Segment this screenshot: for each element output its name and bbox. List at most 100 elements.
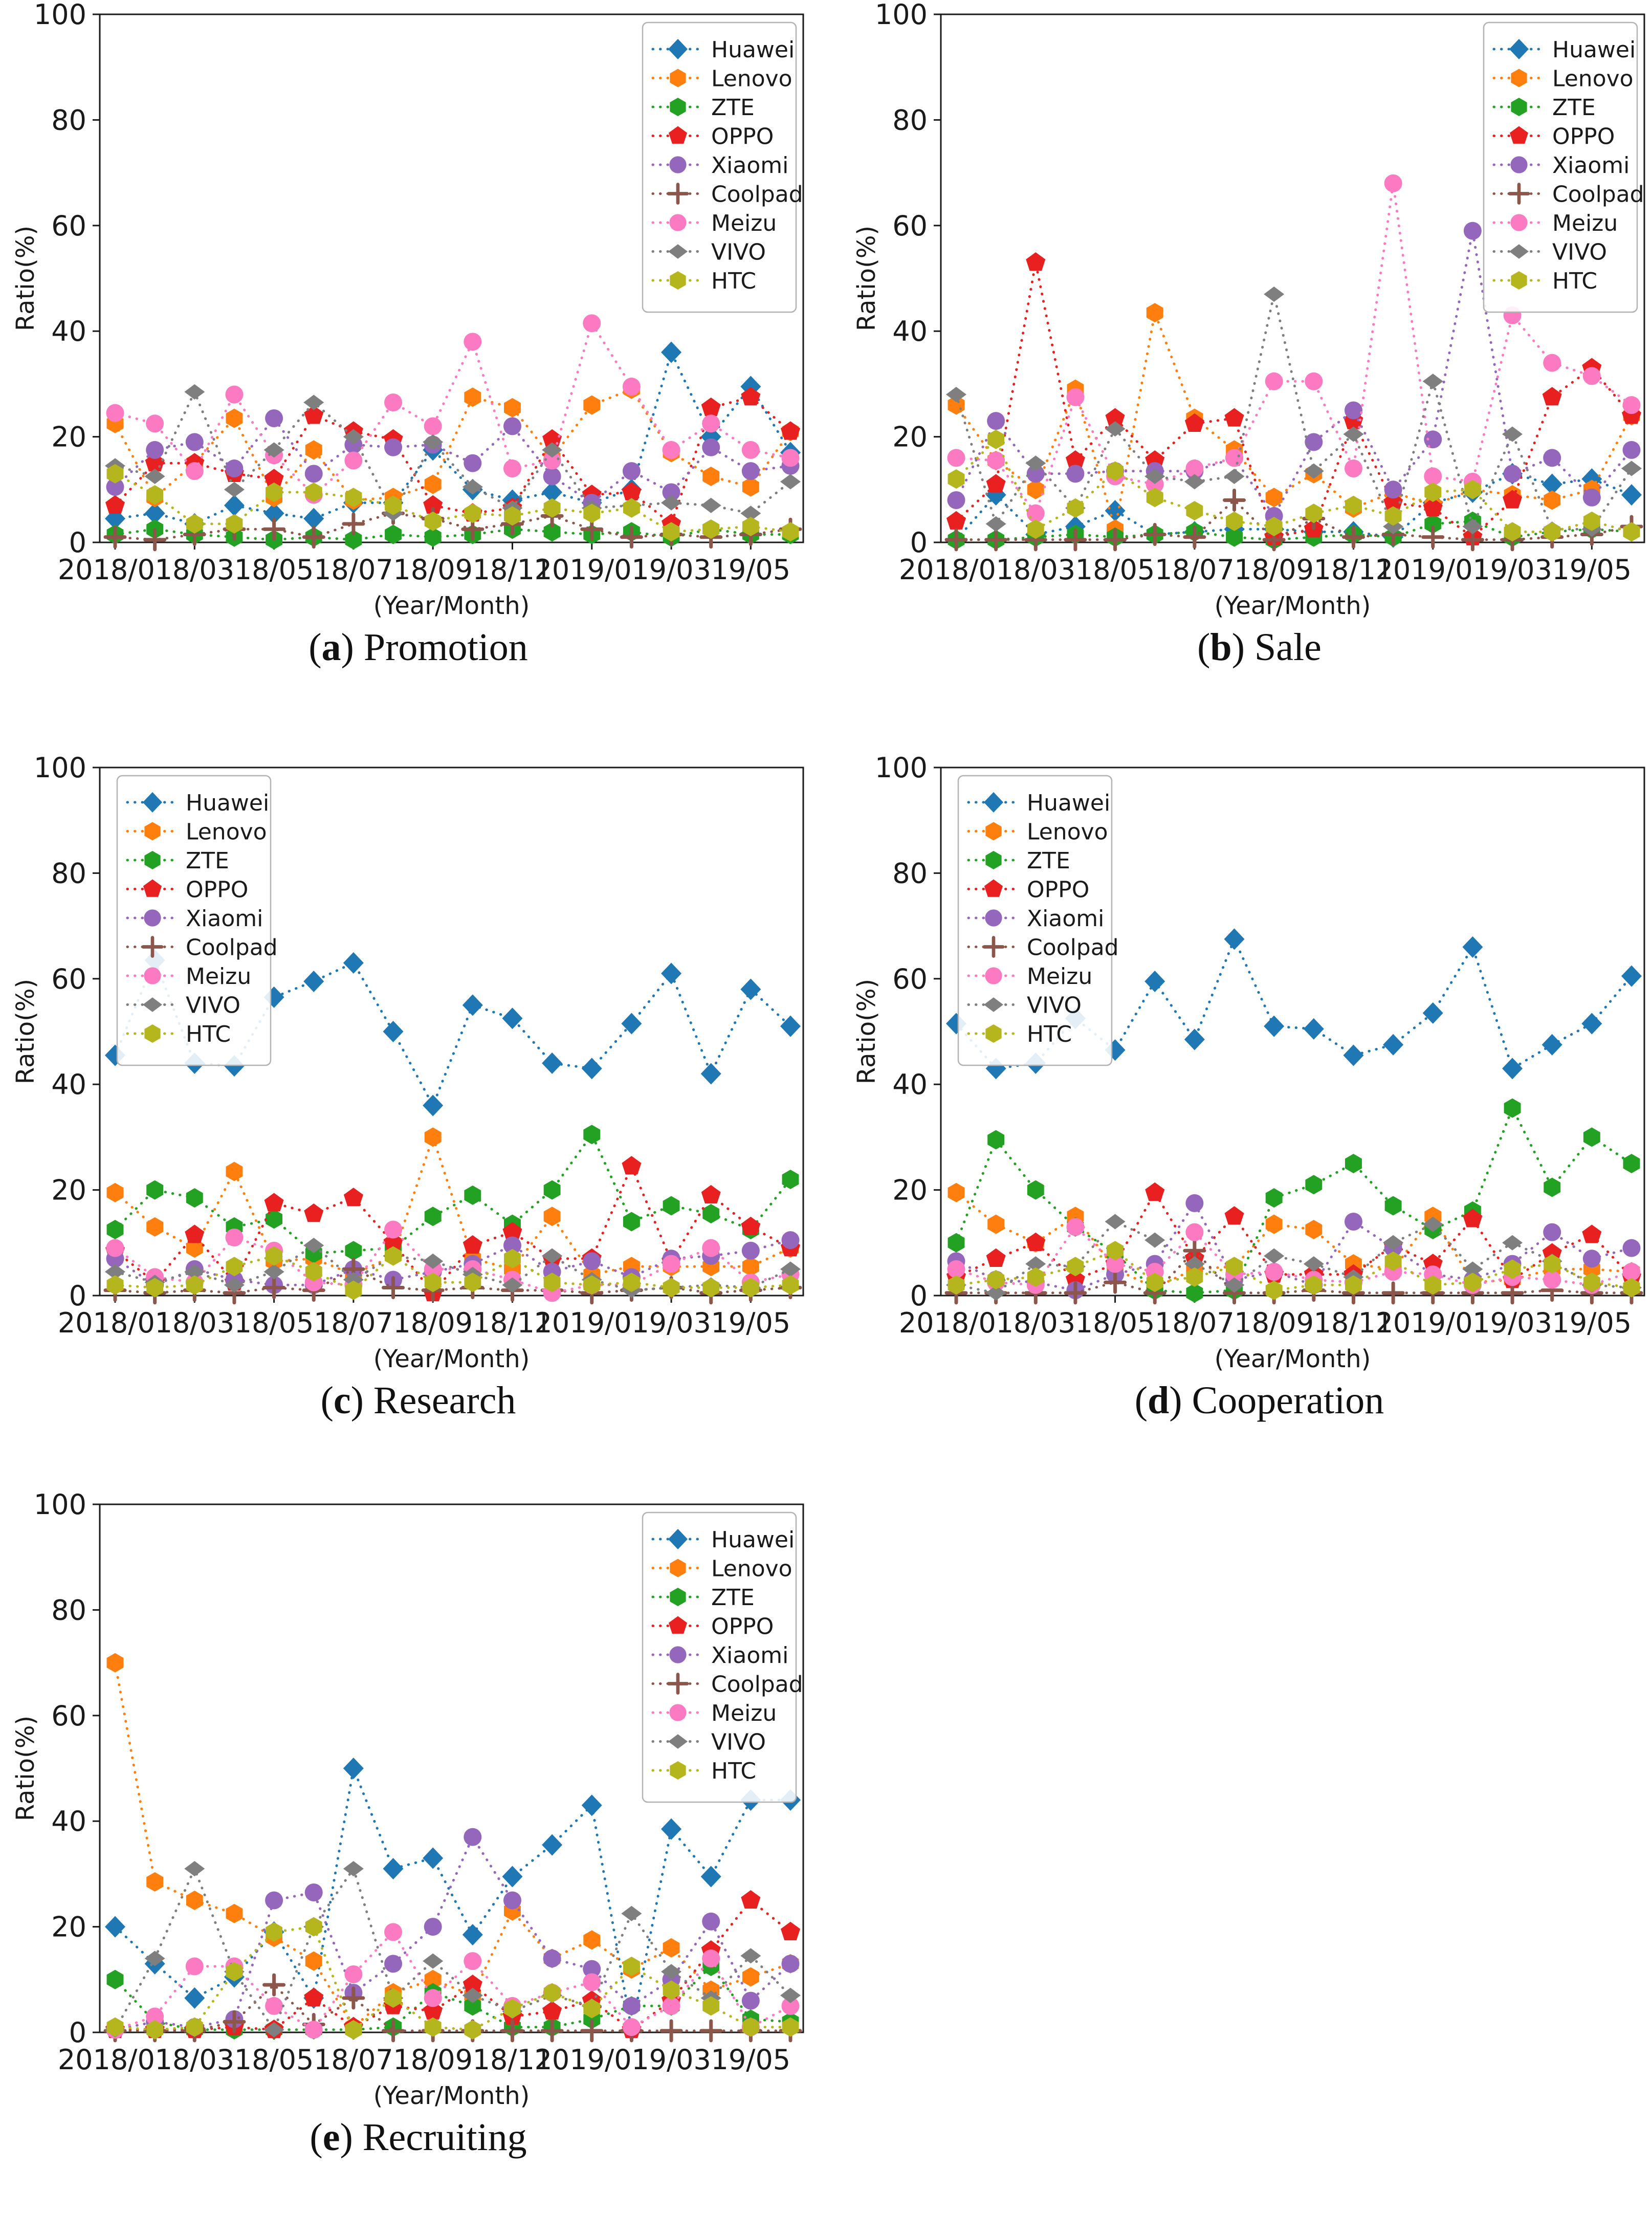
series-htc bbox=[106, 464, 799, 542]
y-tick-label: 80 bbox=[892, 857, 928, 889]
series-htc bbox=[948, 1241, 1640, 1300]
y-axis-label: Ratio(%) bbox=[852, 979, 881, 1084]
figure-page: { "page": { "background": "#ffffff", "fi… bbox=[5, 0, 1645, 2159]
x-axis-label: (Year/Month) bbox=[373, 591, 530, 619]
coolpad-marker-icon bbox=[982, 936, 1005, 958]
legend-label: Xiaomi bbox=[186, 906, 263, 932]
legend-item-zte: ZTE bbox=[967, 848, 1070, 874]
huawei-marker-icon bbox=[668, 39, 688, 59]
x-tick-label: 2019/01 bbox=[535, 554, 649, 586]
x-tick-label: 18/09 bbox=[393, 554, 473, 586]
legend-label: OPPO bbox=[711, 124, 774, 150]
x-axis-label: (Year/Month) bbox=[373, 1345, 530, 1372]
legend-label: HTC bbox=[1027, 1021, 1072, 1047]
y-tick-label: 20 bbox=[892, 1174, 928, 1207]
lenovo-marker-icon bbox=[670, 1559, 686, 1577]
x-tick-label: 18/11 bbox=[1314, 554, 1394, 586]
x-tick-label: 18/03 bbox=[155, 1307, 234, 1339]
series-xiaomi bbox=[106, 1231, 800, 1294]
x-tick-label: 2018/01 bbox=[58, 2044, 172, 2076]
legend-item-lenovo: Lenovo bbox=[126, 819, 267, 845]
x-tick-label: 18/05 bbox=[234, 2044, 314, 2076]
coolpad-marker-icon bbox=[1508, 183, 1530, 205]
meizu-marker-icon bbox=[1510, 214, 1528, 231]
legend-item-meizu: Meizu bbox=[651, 1700, 777, 1726]
chart-c-plot: 0 20 40 60 80 100 2018/01 18/03 18/05 18/07 18/09 1… bbox=[5, 752, 831, 1373]
y-tick-label: 60 bbox=[892, 963, 928, 995]
y-axis-label: Ratio(%) bbox=[852, 226, 881, 331]
series-oppo bbox=[105, 1890, 801, 2039]
legend-label: Huawei bbox=[1027, 790, 1110, 816]
legend-item-meizu: Meizu bbox=[967, 963, 1092, 990]
caption-e-letter: e bbox=[322, 2116, 340, 2159]
series-xiaomi bbox=[947, 1194, 1641, 1300]
series-vivo bbox=[946, 286, 1642, 537]
legend-label: VIVO bbox=[1027, 993, 1082, 1019]
legend-label: Meizu bbox=[711, 210, 777, 236]
x-tick-label: 18/07 bbox=[314, 1307, 393, 1339]
y-tick-label: 40 bbox=[51, 1805, 86, 1837]
lenovo-marker-icon bbox=[1511, 69, 1527, 87]
legend-item-meizu: Meizu bbox=[651, 210, 777, 236]
x-tick-label: 18/09 bbox=[393, 2044, 473, 2076]
legend-label: Lenovo bbox=[711, 66, 792, 92]
caption-a: (a) Promotion bbox=[309, 626, 528, 669]
y-tick-label: 100 bbox=[875, 753, 928, 784]
legend-label: OPPO bbox=[1027, 877, 1089, 903]
meizu-marker-icon bbox=[669, 1704, 687, 1721]
legend-label: Lenovo bbox=[711, 1556, 792, 1582]
oppo-marker-icon bbox=[143, 879, 162, 897]
legend-item-xiaomi: Xiaomi bbox=[126, 906, 263, 932]
x-tick-label: 18/09 bbox=[1234, 554, 1314, 586]
series-coolpad bbox=[944, 1239, 1643, 1305]
x-tick-label: 18/07 bbox=[1155, 554, 1235, 586]
x-tick-label: 19/05 bbox=[1552, 554, 1632, 586]
legend-item-htc: HTC bbox=[967, 1021, 1072, 1047]
x-tick-label: 18/11 bbox=[473, 554, 553, 586]
legend-item-coolpad: Coolpad bbox=[967, 935, 1119, 961]
y-tick-label: 40 bbox=[892, 1068, 928, 1101]
legend-label: Lenovo bbox=[186, 819, 267, 845]
legend-label: Lenovo bbox=[1552, 66, 1634, 92]
legend-label: HTC bbox=[186, 1021, 231, 1047]
legend-item-huawei: Huawei bbox=[1492, 37, 1636, 63]
legend-label: Coolpad bbox=[186, 935, 278, 961]
series-xiaomi bbox=[106, 409, 800, 512]
y-tick-label: 80 bbox=[51, 104, 86, 136]
huawei-marker-icon bbox=[984, 792, 1003, 813]
legend-item-htc: HTC bbox=[1492, 268, 1597, 294]
series-lenovo bbox=[948, 1182, 1640, 1298]
x-tick-label: 19/03 bbox=[631, 2044, 711, 2076]
y-tick-label: 100 bbox=[875, 0, 928, 31]
legend-item-zte: ZTE bbox=[1492, 95, 1596, 121]
legend-item-vivo: VIVO bbox=[126, 993, 240, 1019]
y-tick-label: 0 bbox=[69, 527, 86, 559]
x-tick-label: 19/03 bbox=[1472, 1307, 1552, 1339]
series-meizu bbox=[947, 1218, 1641, 1294]
oppo-marker-icon bbox=[984, 879, 1003, 897]
lenovo-marker-icon bbox=[144, 822, 161, 841]
caption-e: (e) Recruiting bbox=[310, 2116, 527, 2159]
x-tick-label: 18/05 bbox=[234, 1307, 314, 1339]
x-tick-label: 18/03 bbox=[155, 554, 234, 586]
legend-item-oppo: OPPO bbox=[651, 124, 774, 150]
legend-item-oppo: OPPO bbox=[1492, 124, 1615, 150]
legend-label: Huawei bbox=[711, 1527, 795, 1553]
series-oppo bbox=[946, 252, 1642, 545]
caption-e-title: Recruiting bbox=[362, 2116, 527, 2159]
y-tick-label: 40 bbox=[51, 315, 86, 347]
vivo-marker-icon bbox=[668, 1734, 688, 1749]
caption-b: (b) Sale bbox=[1197, 626, 1321, 669]
oppo-marker-icon bbox=[668, 126, 688, 144]
legend-label: HTC bbox=[711, 1758, 756, 1784]
legend-item-lenovo: Lenovo bbox=[651, 66, 792, 92]
legend-label: ZTE bbox=[711, 1585, 755, 1611]
legend-item-lenovo: Lenovo bbox=[1492, 66, 1634, 92]
legend-label: ZTE bbox=[1552, 95, 1596, 121]
x-tick-label: 18/03 bbox=[155, 2044, 234, 2076]
legend-item-zte: ZTE bbox=[651, 95, 755, 121]
legend-label: HTC bbox=[1552, 268, 1597, 294]
y-tick-label: 0 bbox=[910, 527, 928, 559]
